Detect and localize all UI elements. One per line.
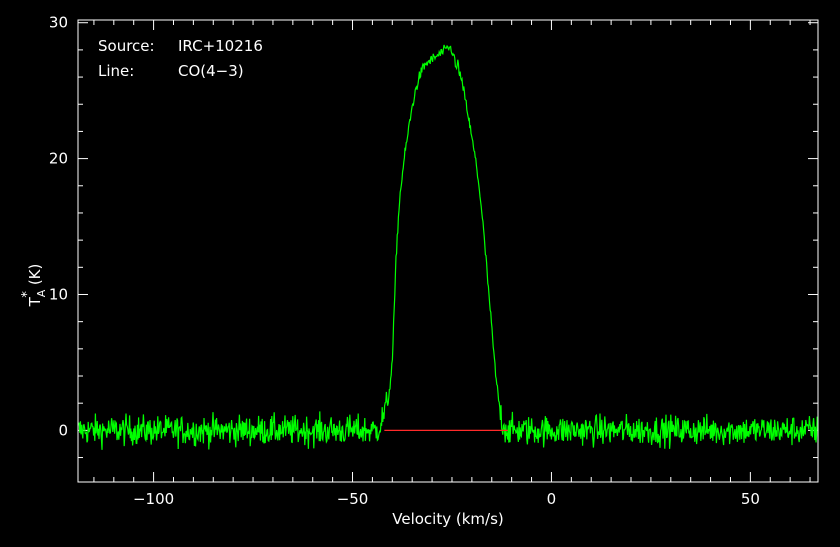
source-label: Source:	[98, 37, 155, 55]
y-axis-label-base: T	[26, 296, 44, 307]
y-axis-label: TA* (K)	[20, 264, 48, 308]
axis-ticks	[78, 20, 818, 482]
y-tick-label: 20	[49, 150, 68, 168]
y-axis-label-unit: (K)	[26, 264, 44, 286]
tick-labels: −100 −50 0 50 0 10 20 30	[49, 14, 760, 508]
svg-text:TA*(K): TA* (K)	[20, 264, 48, 308]
x-axis-label: Velocity (km/s)	[392, 510, 503, 528]
spectrum-line	[77, 44, 819, 450]
y-tick-label: 0	[58, 421, 68, 439]
x-tick-label: −100	[133, 490, 174, 508]
source-value: IRC+10216	[178, 37, 263, 55]
y-axis-label-sub: A	[35, 289, 48, 297]
series-layer	[77, 44, 819, 450]
y-axis-label-sup: *	[20, 291, 35, 298]
source-annotation: Source: IRC+10216 Line: CO(4−3)	[98, 37, 263, 80]
y-tick-label: 10	[49, 285, 68, 303]
x-tick-label: 0	[547, 490, 557, 508]
plot-frame	[77, 19, 819, 483]
x-tick-label: −50	[337, 490, 369, 508]
line-value: CO(4−3)	[178, 62, 244, 80]
line-label: Line:	[98, 62, 134, 80]
y-tick-label: 30	[49, 14, 68, 32]
x-tick-label: 50	[741, 490, 760, 508]
